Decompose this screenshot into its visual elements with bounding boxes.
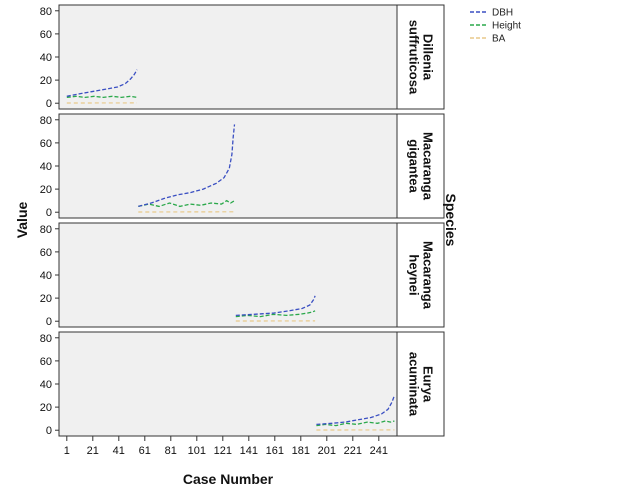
dbh-line — [138, 124, 236, 208]
legend: DBH Height BA — [470, 8, 521, 45]
facet-label-line: suffruticosa — [407, 20, 422, 95]
facet-label-line: heynei — [407, 254, 422, 295]
x-tick-label: 181 — [292, 445, 310, 457]
x-tick-label: 221 — [344, 445, 362, 457]
facet-label-line: gigantea — [407, 139, 422, 193]
dbh-line — [66, 69, 138, 97]
panels-group: Dilleniasuffruticosa020406080Macarangagi… — [40, 4, 445, 437]
x-tick-label: 201 — [318, 445, 336, 457]
x-axis-title: Case Number — [183, 471, 274, 487]
dbh-line — [235, 295, 316, 317]
height-line — [66, 95, 138, 99]
height-line — [235, 310, 316, 318]
y-tick-label: 20 — [40, 75, 52, 87]
y-tick-label: 40 — [40, 52, 52, 64]
y-tick-label: 40 — [40, 379, 52, 391]
facet-label-line: Macaranga — [421, 132, 436, 201]
y-tick-label: 60 — [40, 29, 52, 41]
facet-axis-title: Species — [443, 194, 459, 247]
height-line — [316, 420, 395, 427]
facet-strip — [396, 331, 445, 437]
y-tick-label: 0 — [46, 316, 52, 328]
plot-area — [58, 331, 398, 437]
x-axis: 1 21 41 61 81 101 121 141 161 181 201 221 241 — [64, 436, 388, 457]
y-tick-label: 60 — [40, 247, 52, 259]
panel-4: Euryaacuminata 0 20 40 60 80 — [40, 331, 445, 437]
y-tick-label: 0 — [46, 207, 52, 219]
legend-label: BA — [492, 34, 506, 45]
facet-label: Euryaacuminata — [407, 352, 436, 417]
y-tick-label: 60 — [40, 138, 52, 150]
panel-1: Dilleniasuffruticosa 0 20 40 60 80 — [40, 4, 445, 110]
legend-label: DBH — [492, 8, 513, 19]
x-tick-label: 21 — [87, 445, 99, 457]
y-tick-label: 20 — [40, 293, 52, 305]
y-tick-label: 60 — [40, 356, 52, 368]
y-tick-label: 40 — [40, 270, 52, 282]
y-tick-label: 80 — [40, 6, 52, 18]
facet-label-line: acuminata — [407, 352, 422, 417]
y-tick-label: 20 — [40, 402, 52, 414]
y-tick-label: 20 — [40, 184, 52, 196]
plot-area — [58, 222, 398, 328]
plot-area — [58, 113, 398, 219]
height-line — [138, 199, 235, 208]
y-tick-label: 80 — [40, 224, 52, 236]
y-tick-label: 0 — [46, 98, 52, 110]
x-tick-label: 1 — [64, 445, 70, 457]
facet-label: Macarangaheynei — [407, 241, 436, 310]
facet-label-line: Dillenia — [421, 34, 436, 81]
legend-label: Height — [492, 21, 521, 32]
facet-label: Dilleniasuffruticosa — [407, 20, 436, 95]
x-tick-label: 41 — [113, 445, 125, 457]
y-axis-title: Value — [14, 202, 30, 239]
y-tick-label: 40 — [40, 161, 52, 173]
facet-label: Macarangagigantea — [407, 132, 436, 201]
facet-strip — [396, 4, 445, 110]
x-tick-label: 161 — [266, 445, 284, 457]
x-tick-label: 101 — [188, 445, 206, 457]
dbh-line — [316, 395, 396, 426]
x-tick-label: 141 — [240, 445, 258, 457]
x-tick-label: 61 — [139, 445, 151, 457]
panel-3: Macarangaheynei 0 20 40 60 80 — [40, 222, 445, 328]
x-tick-label: 81 — [165, 445, 177, 457]
y-tick-label: 0 — [46, 425, 52, 437]
facet-strip — [396, 113, 445, 219]
x-tick-label: 241 — [370, 445, 388, 457]
facet-label-line: Macaranga — [421, 241, 436, 310]
facet-strip — [396, 222, 445, 328]
plot-area — [58, 4, 398, 110]
panel-2: Macarangagigantea 0 20 40 60 80 — [40, 113, 445, 219]
x-tick-label: 121 — [214, 445, 232, 457]
facet-label-line: Eurya — [421, 366, 436, 403]
y-tick-label: 80 — [40, 115, 52, 127]
y-tick-label: 80 — [40, 333, 52, 345]
